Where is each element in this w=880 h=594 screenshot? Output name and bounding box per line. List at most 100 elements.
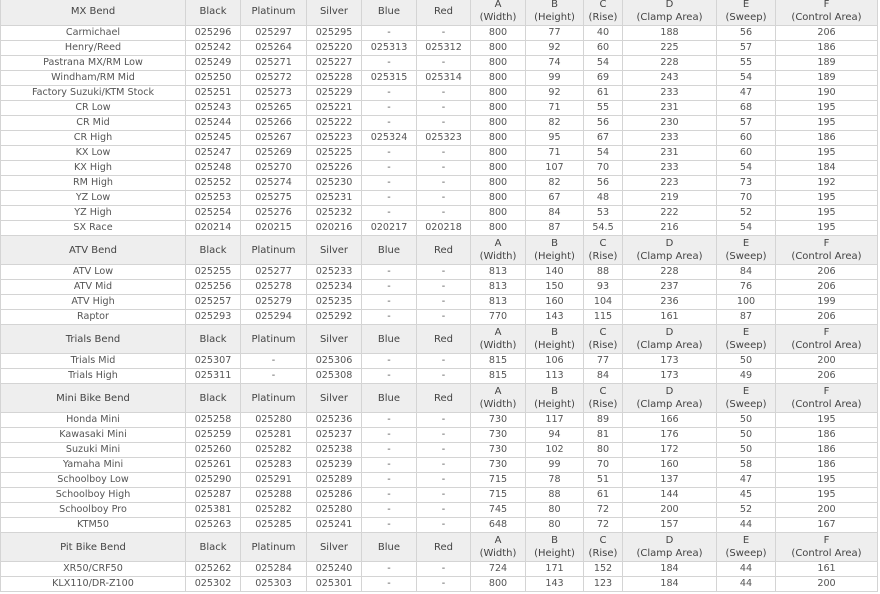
table-cell: - <box>361 160 417 176</box>
table-cell: 025288 <box>240 487 307 503</box>
table-cell: 025265 <box>240 100 307 116</box>
table-cell: 200 <box>775 353 878 369</box>
table-cell: 025254 <box>185 205 241 221</box>
table-cell: 025223 <box>306 130 362 146</box>
table-row: KX High 025248 025270 025226- -800 107 70 233 54… <box>0 160 878 176</box>
table-cell: 025303 <box>240 576 307 592</box>
table-cell: 71 <box>525 100 584 116</box>
table-cell: 188 <box>622 25 717 41</box>
table-cell: 800 <box>470 205 526 221</box>
table-cell: 95 <box>525 130 584 146</box>
table-cell: 67 <box>583 130 623 146</box>
table-cell: 70 <box>716 190 776 206</box>
dimension-label: (Control Area) <box>791 548 862 559</box>
table-cell: 025261 <box>185 457 241 473</box>
dimension-letter: B <box>551 327 558 338</box>
table-cell: 025250 <box>185 70 241 86</box>
color-column-header: Platinum <box>240 383 307 413</box>
table-cell: 51 <box>583 472 623 488</box>
dimension-column-header: F (Control Area) <box>775 235 878 265</box>
table-cell: 184 <box>775 160 878 176</box>
table-cell: 161 <box>622 309 717 325</box>
table-cell: 50 <box>716 412 776 428</box>
table-cell: 020218 <box>416 220 471 236</box>
table-cell: 800 <box>470 160 526 176</box>
table-cell: 78 <box>525 472 584 488</box>
table-cell: 166 <box>622 412 717 428</box>
table-cell: 730 <box>470 427 526 443</box>
table-cell: 025229 <box>306 85 362 101</box>
color-column-header: Black <box>185 235 241 265</box>
table-cell: 025256 <box>185 279 241 295</box>
table-cell: 020214 <box>185 220 241 236</box>
table-row: Suzuki Mini 025260 025282 025238- -730 102 80 1… <box>0 442 878 458</box>
table-cell: - <box>416 502 471 518</box>
table-cell: 60 <box>716 145 776 161</box>
table-cell: 186 <box>775 130 878 146</box>
table-cell: - <box>416 190 471 206</box>
table-cell: 025258 <box>185 412 241 428</box>
table-cell: 206 <box>775 25 878 41</box>
table-cell: 025291 <box>240 472 307 488</box>
dimension-letter: B <box>551 0 558 10</box>
table-cell: 800 <box>470 25 526 41</box>
table-cell: 152 <box>583 561 623 577</box>
table-cell: - <box>361 294 417 310</box>
table-row: ATV High 025257 025279 025235- -813 160 104 236… <box>0 294 878 310</box>
dimension-label: (Clamp Area) <box>636 340 703 351</box>
dimension-column-header: F (Control Area) <box>775 324 878 354</box>
table-cell: 200 <box>775 502 878 518</box>
table-cell: 730 <box>470 442 526 458</box>
color-column-header: Platinum <box>240 324 307 354</box>
table-cell: 730 <box>470 457 526 473</box>
table-cell: - <box>416 576 471 592</box>
dimension-label: (Width) <box>479 251 517 262</box>
dimension-label: (Rise) <box>588 251 618 262</box>
table-cell: - <box>240 368 307 384</box>
table-cell: 173 <box>622 353 717 369</box>
table-cell: 54 <box>716 160 776 176</box>
table-cell: - <box>361 264 417 280</box>
table-cell: 025308 <box>306 368 362 384</box>
table-row: CR Low 025243 025265 025221- -800 71 55 231 68 19… <box>0 100 878 116</box>
table-cell: 025297 <box>240 25 307 41</box>
table-cell: 54 <box>583 55 623 71</box>
color-column-header: Black <box>185 0 241 26</box>
dimension-letter: E <box>742 238 750 249</box>
table-cell: 025257 <box>185 294 241 310</box>
bend-name-cell: Factory Suzuki/KTM Stock <box>0 85 186 101</box>
table-cell: 57 <box>716 115 776 131</box>
table-cell: 025381 <box>185 502 241 518</box>
dimension-label: (Rise) <box>588 399 618 410</box>
table-cell: 70 <box>583 457 623 473</box>
dimension-column-header: D (Clamp Area) <box>622 383 717 413</box>
table-cell: - <box>240 353 307 369</box>
dimension-letter: C <box>599 238 607 249</box>
bend-name-cell: KX High <box>0 160 186 176</box>
table-cell: 228 <box>622 55 717 71</box>
table-cell: 025289 <box>306 472 362 488</box>
table-cell: 025311 <box>185 368 241 384</box>
color-column-header: Black <box>185 324 241 354</box>
table-cell: 025267 <box>240 130 307 146</box>
dimension-letter: F <box>823 535 830 546</box>
bend-name-cell: Schoolboy Low <box>0 472 186 488</box>
dimension-letter: B <box>551 535 558 546</box>
bend-name-cell: CR Low <box>0 100 186 116</box>
table-cell: 160 <box>525 294 584 310</box>
table-cell: 199 <box>775 294 878 310</box>
table-cell: 020217 <box>361 220 417 236</box>
table-cell: 77 <box>525 25 584 41</box>
table-cell: 813 <box>470 279 526 295</box>
dimension-column-header: E (Sweep) <box>716 235 776 265</box>
table-cell: 025324 <box>361 130 417 146</box>
table-cell: 143 <box>525 576 584 592</box>
dimension-letter: F <box>823 238 830 249</box>
bend-name-cell: CR High <box>0 130 186 146</box>
table-cell: 025262 <box>185 561 241 577</box>
table-cell: 025295 <box>306 25 362 41</box>
table-cell: 025280 <box>240 412 307 428</box>
table-cell: 025251 <box>185 85 241 101</box>
table-cell: 93 <box>583 279 623 295</box>
table-cell: - <box>361 279 417 295</box>
